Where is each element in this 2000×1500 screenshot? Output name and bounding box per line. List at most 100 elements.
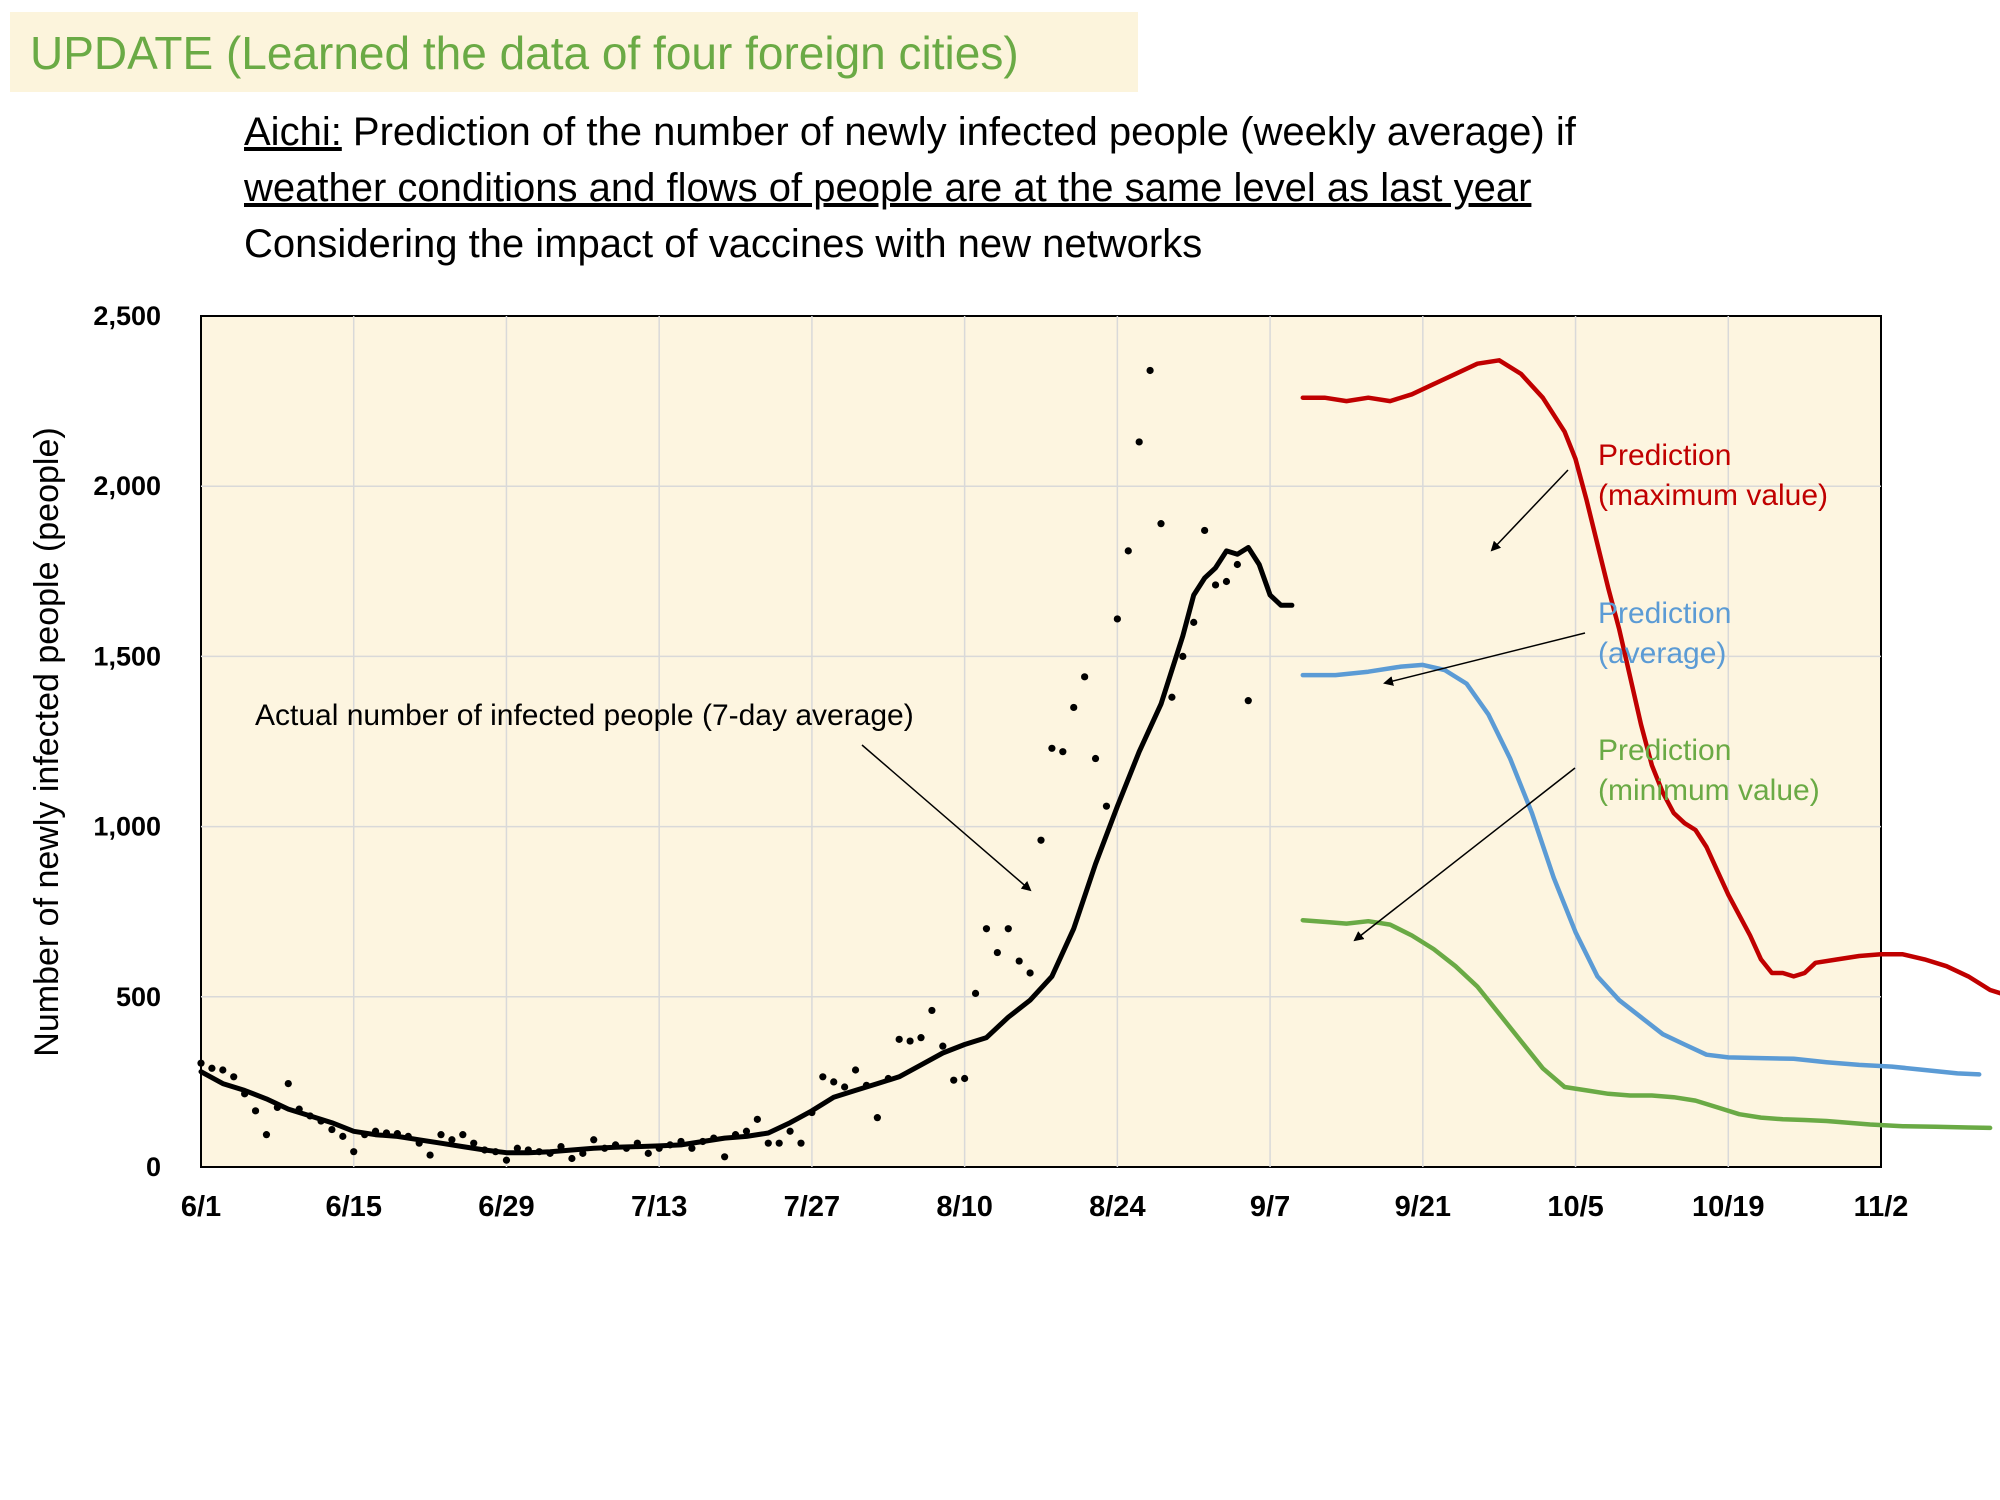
daily-point (262, 1131, 271, 1139)
daily-point (230, 1073, 238, 1081)
y-tick-label: 2,500 (93, 301, 161, 331)
daily-point (437, 1131, 445, 1139)
daily-point (328, 1125, 336, 1134)
daily-point (448, 1136, 456, 1144)
daily-point (1179, 652, 1187, 661)
update-banner: UPDATE (Learned the data of four foreign… (10, 12, 1138, 92)
x-tick-label: 6/1 (181, 1191, 221, 1223)
daily-point (284, 1080, 292, 1088)
x-tick-label: 7/27 (784, 1191, 840, 1223)
daily-point (426, 1151, 434, 1159)
daily-point (513, 1144, 521, 1152)
annotation-avg-line2: (average) (1598, 637, 1726, 670)
daily-point (1026, 969, 1034, 977)
daily-point (775, 1139, 783, 1147)
title-line-1: Aichi: Prediction of the number of newly… (244, 104, 1576, 160)
x-axis-ticks: 6/1 6/15 6/29 7/13 7/27 8/10 8/24 9/7 9/21 10/5 10… (181, 1191, 1909, 1223)
daily-point (906, 1037, 914, 1045)
x-tick-label: 7/13 (631, 1191, 687, 1223)
daily-point (742, 1127, 751, 1135)
daily-point (1102, 802, 1111, 810)
daily-point (895, 1035, 903, 1043)
x-tick-label: 8/10 (936, 1191, 992, 1223)
x-tick-label: 10/19 (1692, 1191, 1765, 1223)
daily-point (251, 1107, 260, 1115)
x-tick-label: 8/24 (1089, 1191, 1145, 1223)
y-tick-label: 1,000 (93, 812, 161, 842)
daily-point (470, 1139, 478, 1147)
daily-point (688, 1144, 696, 1152)
daily-point (873, 1114, 881, 1122)
daily-point (841, 1083, 849, 1091)
daily-point (1124, 547, 1132, 555)
daily-point (928, 1006, 936, 1015)
y-axis-ticks: 0 500 1,000 1,500 2,000 2,500 (93, 301, 161, 1182)
title-region: Aichi: (244, 110, 342, 154)
title-line-1-rest: Prediction of the number of newly infect… (341, 110, 1576, 154)
y-tick-label: 0 (146, 1152, 161, 1182)
daily-point (1091, 754, 1100, 763)
y-axis-label: Number of newly infected people (people) (28, 427, 66, 1056)
daily-point (590, 1136, 598, 1144)
annotation-avg-line1: Prediction (1598, 597, 1731, 630)
x-tick-label: 10/5 (1547, 1191, 1603, 1223)
x-tick-label: 6/29 (478, 1191, 534, 1223)
daily-point (1081, 673, 1089, 681)
series-lines (198, 358, 2000, 1156)
title-line-2: weather conditions and flows of people a… (244, 166, 1532, 210)
daily-point (830, 1078, 838, 1086)
y-tick-label: 2,000 (93, 471, 161, 501)
daily-point (1244, 697, 1252, 705)
x-tick-label: 9/21 (1395, 1191, 1451, 1223)
daily-point (1190, 618, 1198, 626)
annotation-min-line1: Prediction (1598, 734, 1731, 767)
series-line-min (1300, 917, 1993, 1131)
arrow-max (1490, 469, 1569, 552)
daily-point (961, 1074, 969, 1083)
daily-point (197, 1059, 205, 1067)
daily-point (208, 1064, 216, 1072)
annotation-actual: Actual number of infected people (7-day … (255, 699, 914, 732)
daily-point (786, 1127, 794, 1135)
series-line-actual (198, 545, 1295, 1156)
x-tick-label: 11/2 (1854, 1191, 1909, 1223)
daily-point (1157, 520, 1165, 528)
daily-point (764, 1139, 772, 1147)
daily-point (851, 1066, 860, 1074)
daily-point (753, 1115, 761, 1123)
grid-lines (201, 316, 1881, 1167)
daily-point (1070, 703, 1078, 712)
daily-point (1168, 693, 1176, 701)
daily-point (1211, 581, 1220, 589)
daily-point (1037, 836, 1045, 844)
arrow-actual (861, 744, 1032, 892)
title-line-3: Considering the impact of vaccines with … (244, 222, 1203, 266)
daily-point (950, 1076, 958, 1084)
daily-point (819, 1073, 827, 1081)
daily-point (1004, 925, 1012, 933)
series-line-avg (1300, 662, 1982, 1077)
daily-point (721, 1153, 729, 1161)
daily-point (1015, 957, 1023, 965)
daily-point (971, 989, 980, 997)
y-tick-label: 500 (116, 982, 161, 1012)
arrow-min (1353, 767, 1576, 942)
daily-point (1233, 560, 1241, 569)
daily-point (644, 1149, 652, 1157)
annotation-max-line2: (maximum value) (1598, 479, 1828, 512)
daily-point (1048, 744, 1056, 752)
daily-point (993, 948, 1001, 957)
daily-point (219, 1066, 227, 1074)
daily-point (1059, 748, 1067, 756)
daily-point (1146, 366, 1154, 375)
daily-point (1135, 438, 1143, 446)
x-tick-label: 6/15 (326, 1191, 382, 1223)
daily-point (1113, 615, 1121, 623)
daily-point (1222, 577, 1231, 586)
daily-point (982, 925, 991, 933)
series-line-max (1300, 358, 2000, 996)
annotation-min-line2: (minimum value) (1598, 774, 1820, 807)
daily-point (939, 1042, 947, 1050)
daily-point (459, 1131, 467, 1139)
